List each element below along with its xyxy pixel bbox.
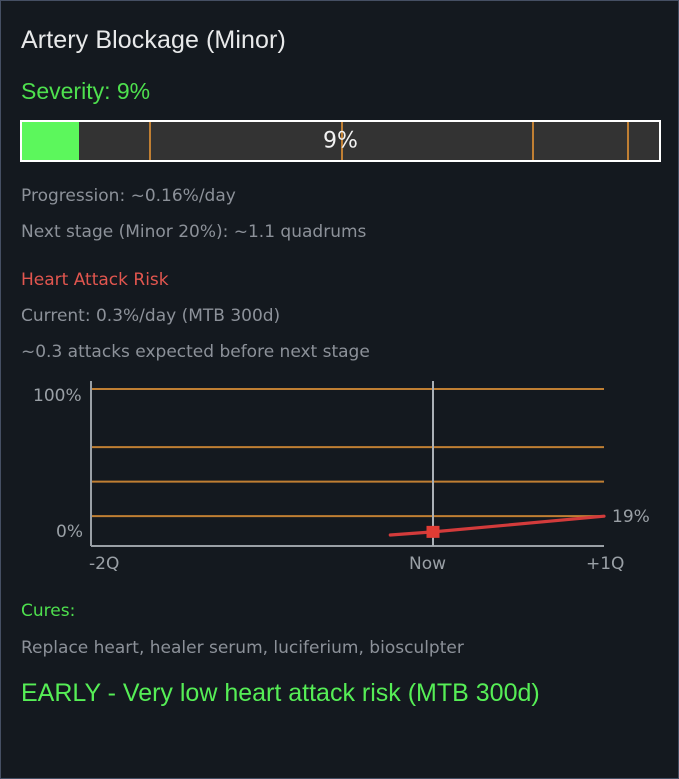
severity-progress-fill	[22, 122, 80, 160]
next-stage-text: Next stage (Minor 20%): ~1.1 quadrums	[21, 222, 367, 242]
y-axis-tick-100: 100%	[33, 386, 82, 406]
severity-stage-tick	[340, 122, 343, 160]
heart-attack-risk-heading: Heart Attack Risk	[21, 270, 169, 290]
progression-text: Progression: ~0.16%/day	[21, 186, 236, 206]
cures-heading: Cures:	[21, 601, 76, 621]
risk-expected-text: ~0.3 attacks expected before next stage	[21, 342, 370, 362]
cures-list: Replace heart, healer serum, luciferium,…	[21, 638, 464, 658]
x-axis-tick-plus1q: +1Q	[586, 554, 625, 574]
page-title: Artery Blockage (Minor)	[21, 26, 286, 54]
severity-progress-bar: 9%	[20, 120, 661, 162]
y-axis-tick-0: 0%	[56, 522, 83, 542]
projection-endpoint-label: 19%	[612, 507, 650, 527]
severity-projection-chart	[90, 381, 606, 547]
x-axis-tick-now: Now	[409, 554, 447, 574]
verdict-text: EARLY - Very low heart attack risk (MTB …	[21, 679, 540, 707]
severity-stage-tick	[531, 122, 534, 160]
risk-current-text: Current: 0.3%/day (MTB 300d)	[21, 306, 281, 326]
severity-stage-tick	[149, 122, 152, 160]
severity-stage-tick	[627, 122, 630, 160]
severity-value-label: Severity: 9%	[21, 78, 151, 104]
x-axis-tick-minus2q: -2Q	[89, 554, 120, 574]
